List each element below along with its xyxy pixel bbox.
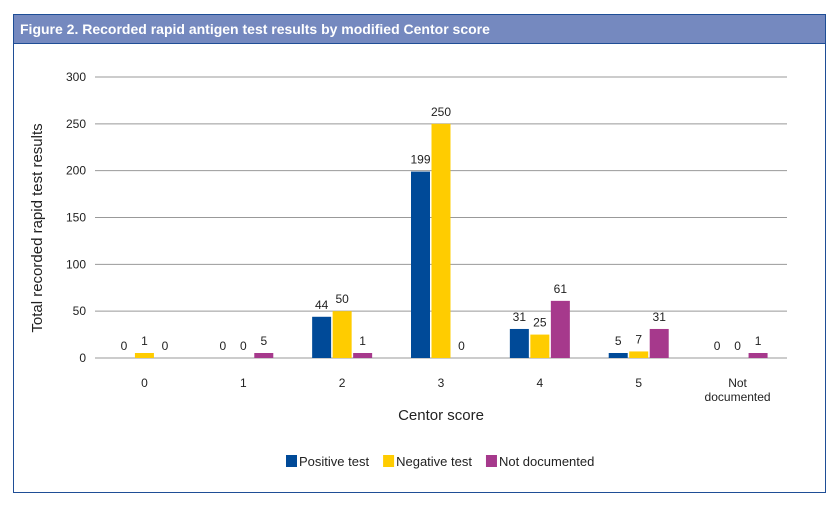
x-tick-label: 3 [438, 376, 445, 390]
bar [411, 171, 430, 358]
x-tick-label: 1 [240, 376, 247, 390]
data-label: 44 [315, 298, 329, 312]
bar [431, 123, 451, 358]
figure-title-text: Recorded rapid antigen test results by m… [82, 21, 490, 37]
x-tick-label: 4 [537, 376, 544, 390]
y-tick-label: 200 [66, 164, 86, 178]
bar [530, 334, 550, 358]
bar [509, 328, 529, 358]
y-tick-label: 300 [66, 70, 86, 84]
bar [332, 311, 352, 358]
bar [629, 351, 649, 358]
figure-frame: Figure 2. Recorded rapid antigen test re… [13, 14, 826, 493]
legend-swatch [383, 455, 395, 467]
bar [254, 353, 274, 358]
x-tick-label: Not [728, 376, 747, 390]
data-label: 0 [458, 339, 465, 353]
data-label: 25 [533, 316, 547, 330]
legend-swatch [485, 455, 497, 467]
data-label: 0 [734, 339, 741, 353]
figure-label: Figure 2. [20, 21, 79, 37]
legend-label: Not documented [499, 454, 594, 469]
bar [608, 353, 628, 358]
data-label: 0 [162, 339, 169, 353]
data-label: 199 [410, 153, 430, 167]
bar [748, 353, 768, 358]
data-label: 0 [219, 339, 226, 353]
data-label: 5 [615, 334, 622, 348]
bar [134, 353, 154, 358]
data-label: 0 [121, 339, 128, 353]
data-label: 1 [755, 334, 762, 348]
y-axis-title: Total recorded rapid test results [29, 123, 46, 332]
x-axis-title: Centor score [398, 407, 484, 424]
data-label: 1 [141, 334, 148, 348]
x-tick-label: documented [705, 390, 771, 404]
data-label: 50 [335, 292, 349, 306]
data-label: 31 [653, 310, 667, 324]
y-tick-label: 50 [73, 304, 87, 318]
legend-swatch [286, 455, 297, 467]
legend-label: Positive test [299, 454, 369, 469]
y-tick-label: 150 [66, 211, 86, 225]
bar [550, 300, 570, 358]
y-tick-label: 250 [66, 117, 86, 131]
figure-title: Figure 2. Recorded rapid antigen test re… [14, 15, 825, 44]
data-label: 1 [359, 334, 366, 348]
x-tick-label: 2 [339, 376, 346, 390]
x-tick-label: 0 [141, 376, 148, 390]
data-label: 31 [513, 310, 527, 324]
y-tick-label: 100 [66, 257, 86, 271]
data-label: 5 [260, 334, 267, 348]
x-tick-label: 5 [635, 376, 642, 390]
legend-label: Negative test [396, 454, 472, 469]
data-label: 0 [240, 339, 247, 353]
bar [649, 328, 669, 358]
bar [312, 316, 332, 358]
bar [353, 353, 373, 358]
data-label: 0 [714, 339, 721, 353]
data-label: 7 [635, 332, 642, 346]
data-label: 250 [431, 105, 451, 119]
data-label: 61 [554, 282, 568, 296]
y-tick-label: 0 [79, 351, 86, 365]
